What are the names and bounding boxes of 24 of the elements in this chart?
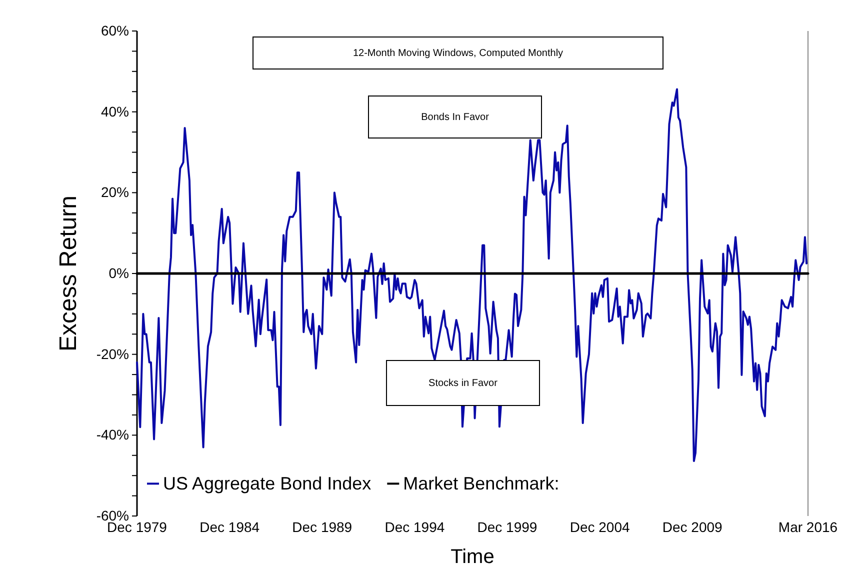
x-tick-label: Dec 2004 (570, 518, 630, 535)
y-tick-label: 20% (100, 184, 129, 200)
y-axis-title: Excess Return (55, 195, 82, 352)
annotation: Stocks in Favor (428, 378, 498, 389)
y-tick-label: -20% (96, 346, 129, 362)
annotation: Bonds In Favor (421, 112, 490, 123)
line-series (136, 88, 808, 462)
x-tick-label: Dec 1999 (477, 518, 538, 535)
y-tick-label: 60% (100, 22, 129, 38)
y-tick-label: 0% (108, 264, 129, 281)
y-tick-label: -60% (96, 507, 129, 524)
x-tick-label: Mar 2016 (778, 518, 838, 535)
x-tick-label: Dec 1989 (292, 518, 352, 535)
x-tick-label: Dec 1994 (384, 518, 445, 535)
y-tick-label: 40% (100, 103, 129, 120)
legend-label: Market Benchmark: (403, 474, 560, 494)
x-axis-title: Time (450, 546, 494, 568)
note-box: Bonds In Favor (368, 96, 542, 138)
y-tick-label: -40% (96, 426, 129, 443)
x-tick-label: Dec 1984 (200, 518, 260, 535)
legend-label: US Aggregate Bond Index (163, 474, 372, 494)
x-tick-label: Dec 2009 (662, 518, 723, 535)
title-box: 12-Month Moving Windows, Computed Monthly (252, 36, 664, 70)
note-box: Stocks in Favor (386, 360, 540, 406)
